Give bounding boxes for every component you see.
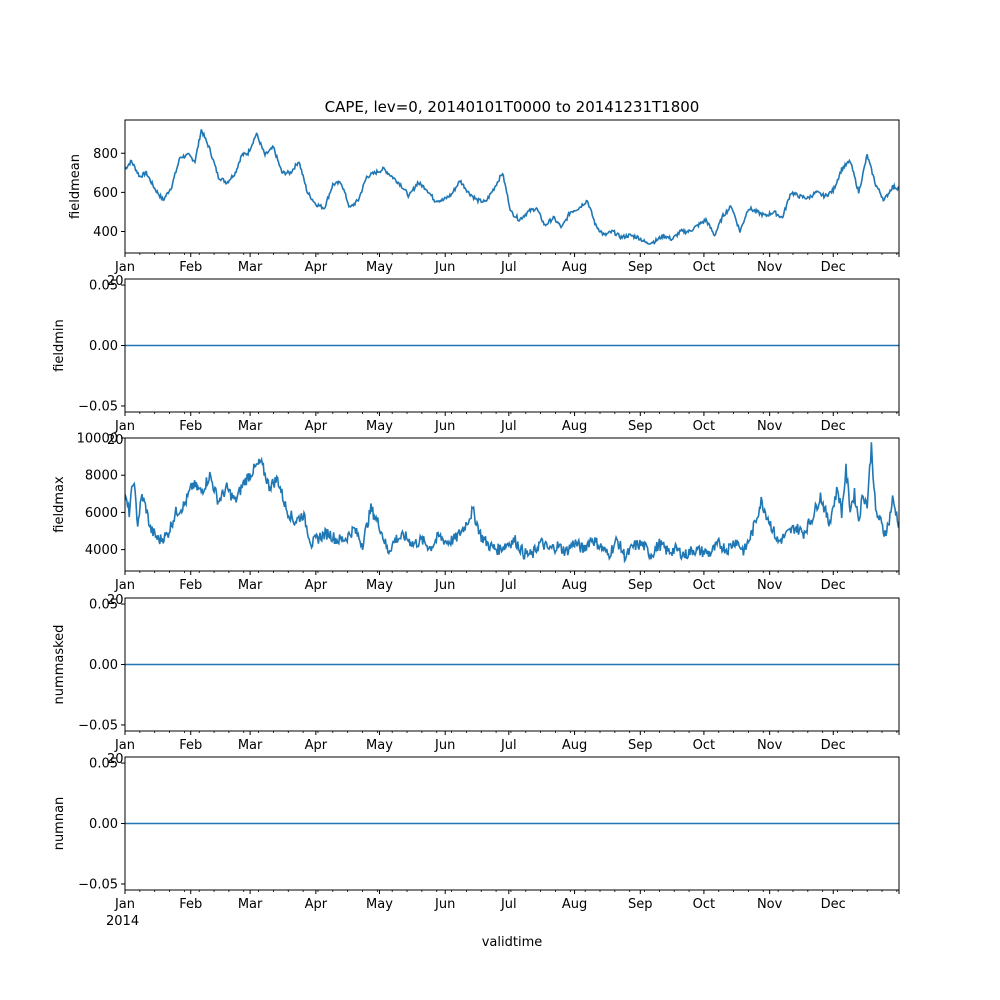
y-tick-label: 0.00 bbox=[89, 339, 118, 354]
x-tick-label: Aug bbox=[562, 897, 587, 912]
x-tick-label: Mar bbox=[238, 419, 263, 434]
x-tick-label: Jul bbox=[500, 260, 517, 275]
y-tick-label: −0.05 bbox=[78, 718, 118, 733]
axes-frame bbox=[124, 119, 900, 254]
x-tick-label: Aug bbox=[562, 738, 587, 753]
y-tick-label: 0.05 bbox=[89, 598, 118, 613]
x-tick-label: Sep bbox=[628, 260, 653, 275]
x-tick-label: Sep bbox=[628, 578, 653, 593]
x-tick-label: Mar bbox=[238, 897, 263, 912]
axis-offset-text: 20 bbox=[107, 593, 124, 608]
x-tick-label: Dec bbox=[821, 419, 846, 434]
x-tick-label: May bbox=[366, 578, 393, 593]
x-tick-label: Oct bbox=[693, 419, 715, 434]
x-tick-label: Apr bbox=[305, 578, 328, 593]
x-tick-label: Jun bbox=[434, 897, 455, 912]
x-tick-label: Dec bbox=[821, 897, 846, 912]
x-tick-label: Feb bbox=[179, 260, 202, 275]
x-tick-label: Jul bbox=[500, 897, 517, 912]
x-tick-label: Jul bbox=[500, 578, 517, 593]
x-tick-label: Aug bbox=[562, 260, 587, 275]
axis-offset-text: 20 bbox=[107, 274, 124, 289]
x-tick-label: Aug bbox=[562, 578, 587, 593]
x-tick-label: Dec bbox=[821, 738, 846, 753]
x-tick-label: Nov bbox=[757, 578, 783, 593]
x-tick-label: Jun bbox=[434, 419, 455, 434]
x-tick-label: Jun bbox=[434, 578, 455, 593]
y-tick-label: 0.05 bbox=[89, 757, 118, 772]
axis-offset-text: 20 bbox=[107, 433, 124, 448]
x-tick-label: Nov bbox=[757, 897, 783, 912]
chart-title: CAPE, lev=0, 20140101T0000 to 20141231T1… bbox=[325, 98, 700, 116]
x-tick-label: Jul bbox=[500, 738, 517, 753]
x-tick-label: Aug bbox=[562, 419, 587, 434]
x-tick-label: Oct bbox=[693, 897, 715, 912]
x-tick-label: May bbox=[366, 419, 393, 434]
y-axis-label: nummasked bbox=[52, 625, 67, 705]
y-tick-label: 0.05 bbox=[89, 279, 118, 294]
x-tick-label: Jan bbox=[114, 578, 135, 593]
y-tick-label: 800 bbox=[93, 147, 118, 162]
x-tick-label: Apr bbox=[305, 260, 328, 275]
x-tick-label: Jan bbox=[114, 738, 135, 753]
panel-nummasked: −0.05 0.00 0.05 nummasked 20 Jan Feb Mar Apr May J… bbox=[52, 593, 900, 753]
y-tick-label: 4000 bbox=[85, 543, 118, 558]
x-tick-label: Mar bbox=[238, 578, 263, 593]
x-tick-label: Sep bbox=[628, 897, 653, 912]
x-tick-label: Sep bbox=[628, 738, 653, 753]
x-tick-label: Feb bbox=[179, 419, 202, 434]
x-tick-label: Oct bbox=[693, 738, 715, 753]
panel-fieldmin: −0.05 0.00 0.05 fieldmin 20 Jan Feb Mar Apr May Ju… bbox=[52, 274, 900, 434]
y-tick-label: 600 bbox=[93, 186, 118, 201]
x-axis-label: validtime bbox=[482, 935, 543, 950]
axes-frame bbox=[124, 437, 900, 572]
y-axis-label: fieldmean bbox=[68, 154, 83, 219]
y-axis-label: numnan bbox=[52, 797, 67, 851]
x-tick-label: Nov bbox=[757, 419, 783, 434]
x-tick-label: Dec bbox=[821, 578, 846, 593]
y-tick-label: 10000 bbox=[77, 432, 118, 447]
x-tick-label: May bbox=[366, 897, 393, 912]
y-axis-label: fieldmax bbox=[52, 476, 67, 533]
panel-numnan: −0.05 0.00 0.05 numnan 20 Jan Feb Mar Apr May Jun J… bbox=[52, 752, 900, 929]
series-line-fieldmax bbox=[125, 442, 899, 564]
x-tick-label: Dec bbox=[821, 260, 846, 275]
y-tick-label: 8000 bbox=[85, 469, 118, 484]
x-tick-label: Jan bbox=[114, 419, 135, 434]
y-tick-label: −0.05 bbox=[78, 877, 118, 892]
x-year-label: 2014 bbox=[106, 914, 139, 929]
x-tick-label: Apr bbox=[305, 897, 328, 912]
y-tick-label: 6000 bbox=[85, 506, 118, 521]
x-tick-label: Apr bbox=[305, 738, 328, 753]
x-tick-label: Jan bbox=[114, 260, 135, 275]
panel-fieldmax: 4000 6000 8000 10000 fieldmax 20 Jan Feb Mar Apr M… bbox=[52, 432, 900, 593]
x-tick-label: Feb bbox=[179, 897, 202, 912]
y-axis-label: fieldmin bbox=[52, 319, 67, 372]
x-tick-label: Sep bbox=[628, 419, 653, 434]
series-line-fieldmean bbox=[125, 129, 899, 245]
x-tick-label: May bbox=[366, 260, 393, 275]
x-tick-label: Feb bbox=[179, 738, 202, 753]
x-tick-label: Jan bbox=[114, 897, 135, 912]
x-tick-label: Oct bbox=[693, 578, 715, 593]
axis-offset-text: 20 bbox=[107, 752, 124, 767]
y-tick-label: 0.00 bbox=[89, 658, 118, 673]
x-tick-label: Jul bbox=[500, 419, 517, 434]
x-tick-label: Mar bbox=[238, 738, 263, 753]
x-tick-label: Jun bbox=[434, 738, 455, 753]
x-tick-label: Jun bbox=[434, 260, 455, 275]
x-tick-label: May bbox=[366, 738, 393, 753]
x-tick-label: Oct bbox=[693, 260, 715, 275]
y-tick-label: −0.05 bbox=[78, 399, 118, 414]
x-tick-label: Feb bbox=[179, 578, 202, 593]
x-tick-label: Mar bbox=[238, 260, 263, 275]
y-tick-label: 0.00 bbox=[89, 817, 118, 832]
x-tick-label: Nov bbox=[757, 260, 783, 275]
x-tick-label: Nov bbox=[757, 738, 783, 753]
panel-fieldmean: 400 600 800 fieldmean Jan Feb Mar Apr May Jun Jul A… bbox=[68, 119, 900, 275]
x-tick-label: Apr bbox=[305, 419, 328, 434]
y-tick-label: 400 bbox=[93, 225, 118, 240]
